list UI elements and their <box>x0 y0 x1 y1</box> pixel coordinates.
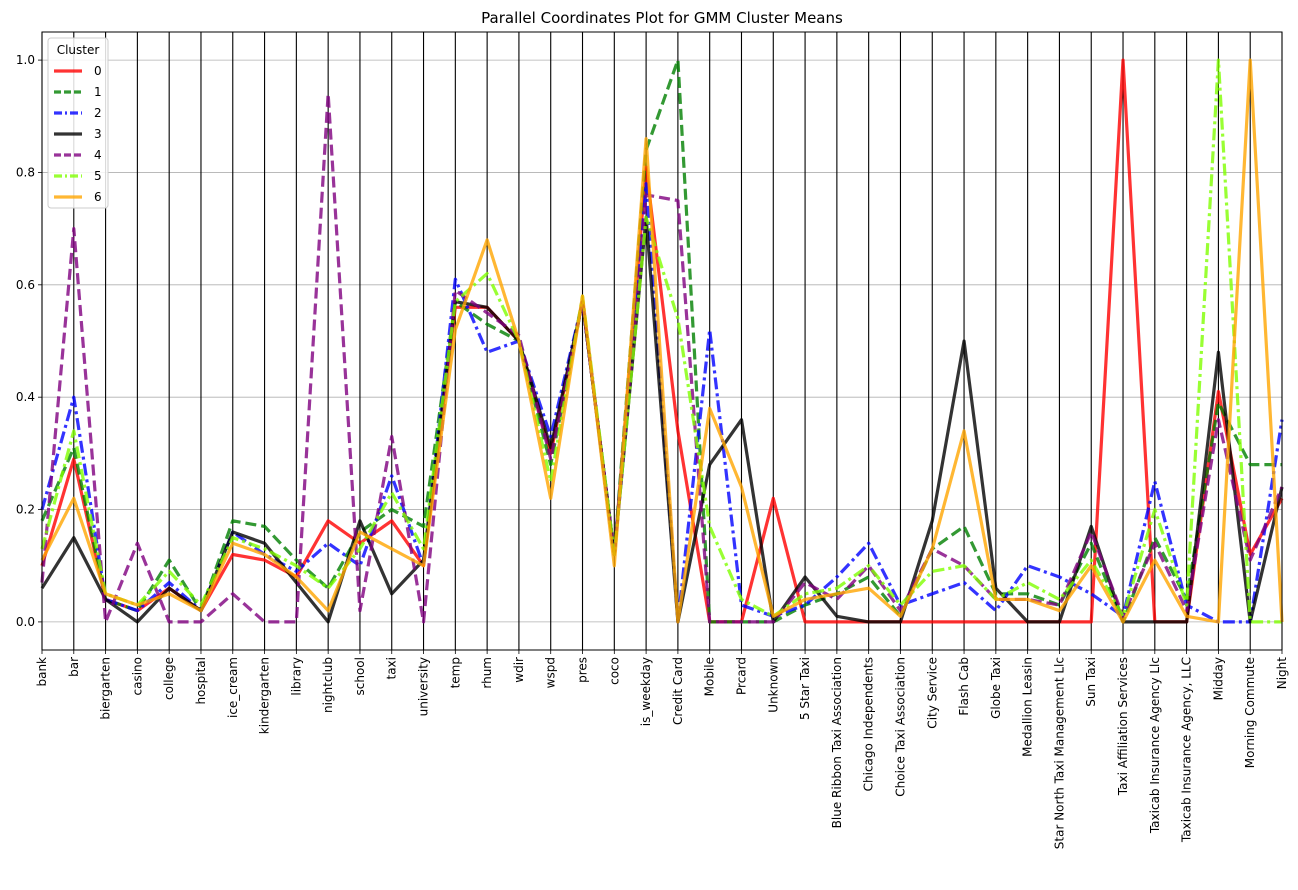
x-tick-label: ice_cream <box>226 657 240 718</box>
x-tick-label: university <box>417 657 431 716</box>
x-axis-ticks: bank bar biergarten casino college hospital ic… <box>35 650 1289 849</box>
plot-frame <box>41 31 1283 651</box>
x-tick-label: wspd <box>544 657 558 688</box>
x-tick-label: pres <box>576 657 590 683</box>
x-tick-label: Blue Ribbon Taxi Association <box>830 657 844 828</box>
x-tick-label: Star North Taxi Management Llc <box>1052 657 1066 849</box>
x-tick-label: casino <box>130 657 144 695</box>
legend: Cluster 0 1 2 3 4 5 6 <box>47 37 109 209</box>
x-tick-label: Mobile <box>703 657 717 696</box>
y-tick-label: 0.4 <box>16 390 35 404</box>
legend-label: 5 <box>94 169 102 183</box>
x-tick-label: City Service <box>925 657 939 729</box>
x-tick-label: taxi <box>385 657 399 680</box>
x-tick-label: 5 Star Taxi <box>798 657 812 720</box>
x-tick-label: is_weekday <box>639 657 653 726</box>
x-tick-label: Sun Taxi <box>1084 657 1098 707</box>
legend-label: 4 <box>94 148 102 162</box>
x-tick-label: bar <box>67 657 81 677</box>
x-tick-label: Medallion Leasin <box>1021 657 1035 757</box>
x-tick-label: rhum <box>480 657 494 689</box>
y-tick-label: 0.6 <box>16 278 35 292</box>
series-line-cluster-0 <box>40 58 1284 624</box>
series-line-cluster-3 <box>40 215 1284 624</box>
legend-label: 0 <box>94 64 102 78</box>
x-tick-label: library <box>289 657 303 696</box>
x-tick-label: Unknown <box>766 657 780 713</box>
x-tick-label: nightclub <box>321 657 335 713</box>
y-axis-ticks: 0.0 0.2 0.4 0.6 0.8 1.0 <box>16 53 42 629</box>
x-tick-label: bank <box>35 657 49 687</box>
y-tick-label: 0.2 <box>16 503 35 517</box>
legend-label: 6 <box>94 190 102 204</box>
x-tick-label: coco <box>607 657 621 685</box>
series-line-cluster-4 <box>40 92 1284 624</box>
x-tick-label: school <box>353 657 367 695</box>
legend-title: Cluster <box>57 43 100 57</box>
x-tick-label: kindergarten <box>258 657 272 734</box>
series-line-cluster-2 <box>40 182 1284 624</box>
y-tick-label: 0.0 <box>16 615 35 629</box>
legend-label: 3 <box>94 127 102 141</box>
x-tick-label: Prcard <box>734 657 748 695</box>
legend-box <box>47 37 109 209</box>
x-tick-label: Midday <box>1211 657 1225 700</box>
x-tick-label: Morning Commute <box>1243 657 1257 768</box>
chart-title: Parallel Coordinates Plot for GMM Cluste… <box>481 9 843 27</box>
x-tick-label: Chicago Independents <box>862 657 876 791</box>
x-tick-label: Taxicab Insurance Agency Llc <box>1148 657 1162 834</box>
x-tick-label: hospital <box>194 657 208 705</box>
x-tick-label: Globe Taxi <box>989 657 1003 719</box>
x-tick-label: Taxicab Insurance Agency, LLC <box>1180 657 1194 843</box>
x-tick-label: Taxi Affiliation Services <box>1116 657 1130 796</box>
x-tick-label: college <box>162 657 176 700</box>
legend-label: 2 <box>94 106 102 120</box>
series-line-cluster-6 <box>40 58 1284 624</box>
x-tick-label: Flash Cab <box>957 657 971 716</box>
x-tick-label: Choice Taxi Association <box>893 657 907 797</box>
legend-label: 1 <box>94 85 102 99</box>
x-tick-label: temp <box>448 657 462 688</box>
y-tick-label: 0.8 <box>16 165 35 179</box>
x-tick-label: wdir <box>512 657 526 683</box>
series-lines <box>40 58 1284 624</box>
series-line-cluster-5 <box>40 58 1282 624</box>
x-tick-label: Night <box>1275 657 1289 690</box>
y-tick-label: 1.0 <box>16 53 35 67</box>
x-tick-label: biergarten <box>99 657 113 720</box>
series-line-cluster-1 <box>40 58 1282 624</box>
x-tick-label: Credit Card <box>671 657 685 725</box>
